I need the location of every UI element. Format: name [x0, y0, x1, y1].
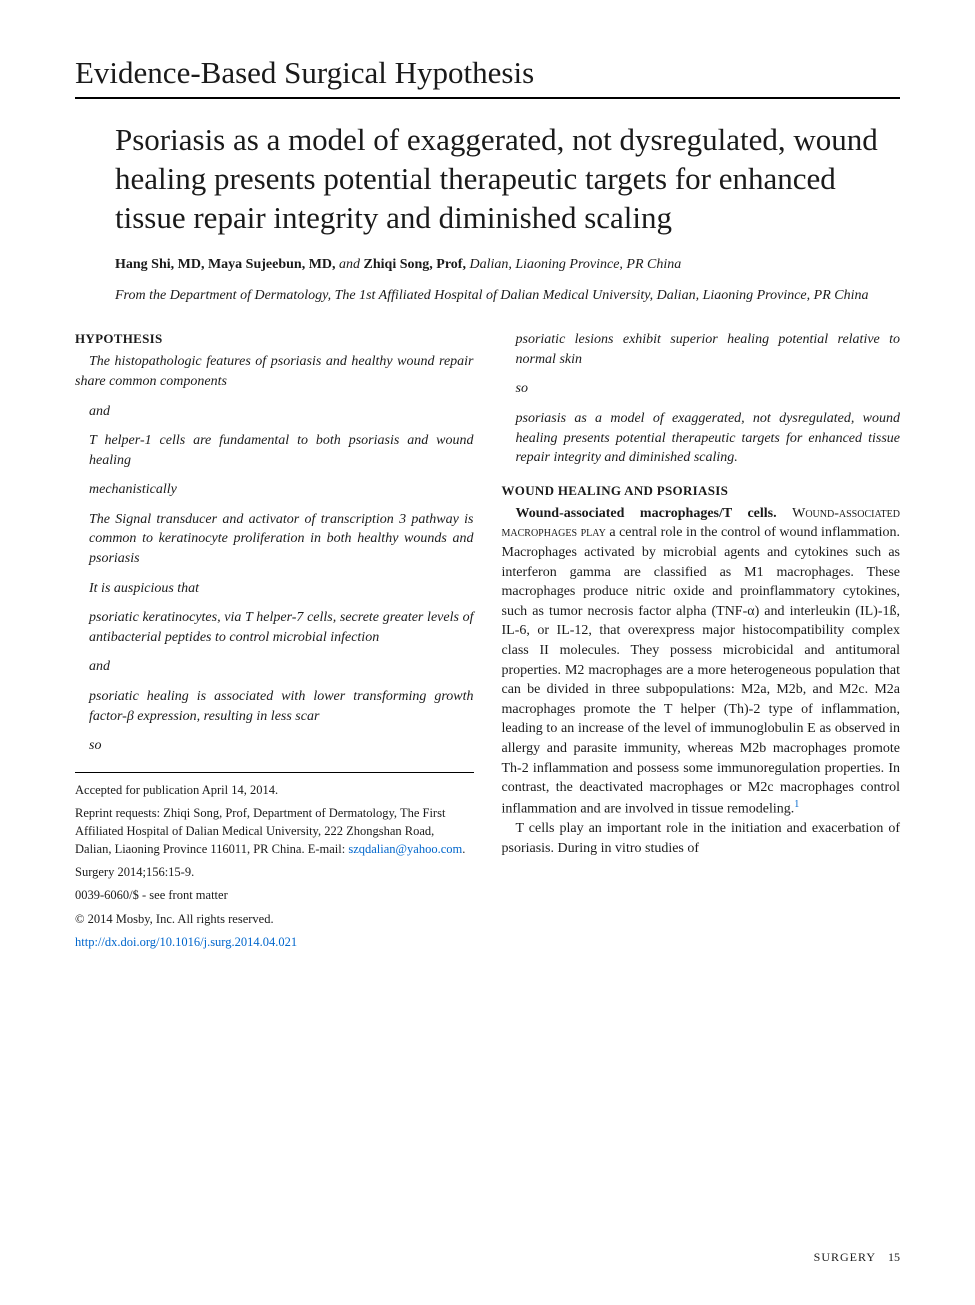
- hypothesis-c2: mechanistically: [75, 480, 474, 500]
- doi-link[interactable]: http://dx.doi.org/10.1016/j.surg.2014.04…: [75, 935, 297, 949]
- copyright: © 2014 Mosby, Inc. All rights reserved.: [75, 910, 474, 928]
- title-block: Psoriasis as a model of exaggerated, not…: [75, 121, 900, 306]
- accepted-date: Accepted for publication April 14, 2014.: [75, 781, 474, 799]
- and-text: and: [339, 257, 364, 272]
- hypothesis-p5: psoriatic healing is associated with low…: [75, 687, 474, 726]
- journal-name: SURGERY: [814, 1250, 876, 1264]
- article-footer-metadata: Accepted for publication April 14, 2014.…: [75, 772, 474, 951]
- issn: 0039-6060/$ - see front matter: [75, 886, 474, 904]
- wound-runin: Wound-associated macrophages/T cells.: [516, 506, 793, 521]
- authors-line: Hang Shi, MD, Maya Sujeebun, MD, and Zhi…: [115, 257, 900, 273]
- journal-page-footer: SURGERY 15: [814, 1250, 900, 1265]
- author-1: Hang Shi, MD,: [115, 257, 204, 272]
- page-number: 15: [888, 1250, 900, 1264]
- reprint-requests: Reprint requests: Zhiqi Song, Prof, Depa…: [75, 804, 474, 858]
- hypothesis-p3: The Signal transducer and activator of t…: [75, 510, 474, 569]
- hypothesis-c5: so: [75, 736, 474, 756]
- wound-body-1: a central role in the control of wound i…: [502, 525, 901, 816]
- hypothesis-p7: psoriasis as a model of exaggerated, not…: [502, 409, 901, 468]
- affiliation: From the Department of Dermatology, The …: [115, 287, 900, 306]
- citation: Surgery 2014;156:15-9.: [75, 863, 474, 881]
- section-header: Evidence-Based Surgical Hypothesis: [75, 55, 900, 99]
- hypothesis-p4: psoriatic keratinocytes, via T helper-7 …: [75, 608, 474, 647]
- hypothesis-c6: so: [502, 379, 901, 399]
- hypothesis-heading: HYPOTHESIS: [75, 330, 474, 348]
- wound-heading: WOUND HEALING AND PSORIASIS: [502, 482, 901, 500]
- author-3: Zhiqi Song, Prof,: [364, 257, 466, 272]
- email-link[interactable]: szqdalian@yahoo.com: [348, 842, 462, 856]
- hypothesis-c3: It is auspicious that: [75, 579, 474, 599]
- hypothesis-c1: and: [75, 402, 474, 422]
- author-location: Dalian, Liaoning Province, PR China: [469, 257, 681, 272]
- period: .: [462, 842, 465, 856]
- hypothesis-p1: The histopathologic features of psoriasi…: [75, 352, 474, 391]
- hypothesis-p2: T helper-1 cells are fundamental to both…: [75, 431, 474, 470]
- wound-para-1: Wound-associated macrophages/T cells. Wo…: [502, 504, 901, 819]
- article-title: Psoriasis as a model of exaggerated, not…: [115, 121, 900, 237]
- wound-para-2: T cells play an important role in the in…: [502, 819, 901, 858]
- hypothesis-p6: psoriatic lesions exhibit superior heali…: [502, 330, 901, 369]
- two-column-body: HYPOTHESIS The histopathologic features …: [75, 330, 900, 957]
- hypothesis-c4: and: [75, 657, 474, 677]
- author-2: Maya Sujeebun, MD,: [208, 257, 336, 272]
- ref-1[interactable]: 1: [794, 799, 799, 810]
